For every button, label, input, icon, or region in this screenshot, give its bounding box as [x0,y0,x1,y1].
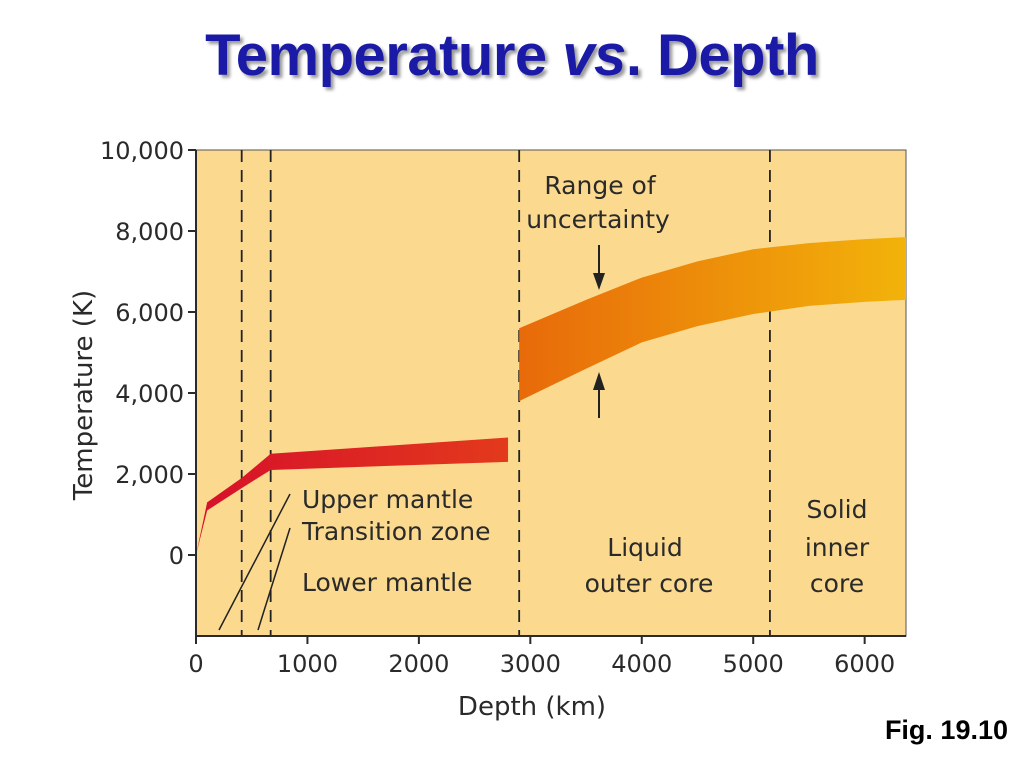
annotation-inner-core-line1: Solid [807,495,868,524]
arrow-down-icon [593,245,605,290]
x-tick-label: 0 [188,650,203,678]
annotation-upper-mantle: Upper mantle [302,485,473,514]
annotation-uncertainty-line1: Range of [544,171,656,200]
title-em: vs [562,23,626,88]
core-temperature-band [519,237,906,402]
plot-background [195,149,907,637]
y-tick-label: 10,000 [100,137,184,165]
x-axis-label: Depth (km) [458,692,606,722]
annotation-inner-core-line3: core [810,569,864,598]
figure-label: Fig. 19.10 [884,715,1008,745]
y-tick-label: 8,000 [115,218,184,246]
x-tick-label: 5000 [723,650,784,678]
annotation-inner-core-line2: inner [805,533,870,562]
annotation-outer-core-line2: outer core [585,569,714,598]
y-axis-label: Temperature (K) [69,290,99,501]
annotation-lower-mantle: Lower mantle [302,568,472,597]
pointer-line-transition-zone [257,527,291,631]
y-tick-label: 6,000 [115,299,184,327]
title-end: . Depth [625,23,820,88]
annotation-outer-core-line1: Liquid [607,533,682,562]
x-tick-label: 6000 [834,650,895,678]
title-main: Temperature [205,23,547,88]
annotation-transition-zone: Transition zone [301,517,491,546]
x-tick-label: 2000 [388,650,449,678]
y-tick-label: 0 [169,542,184,570]
slide-title: Temperature vs. Depth [0,22,1024,89]
annotation-uncertainty-line2: uncertainty [526,205,670,234]
x-tick-label: 3000 [500,650,561,678]
arrow-up-icon [593,372,605,418]
y-tick-label: 2,000 [115,461,184,489]
x-tick-label: 1000 [277,650,338,678]
x-tick-label: 4000 [611,650,672,678]
pointer-line-upper-mantle [218,493,291,631]
y-tick-label: 4,000 [115,380,184,408]
